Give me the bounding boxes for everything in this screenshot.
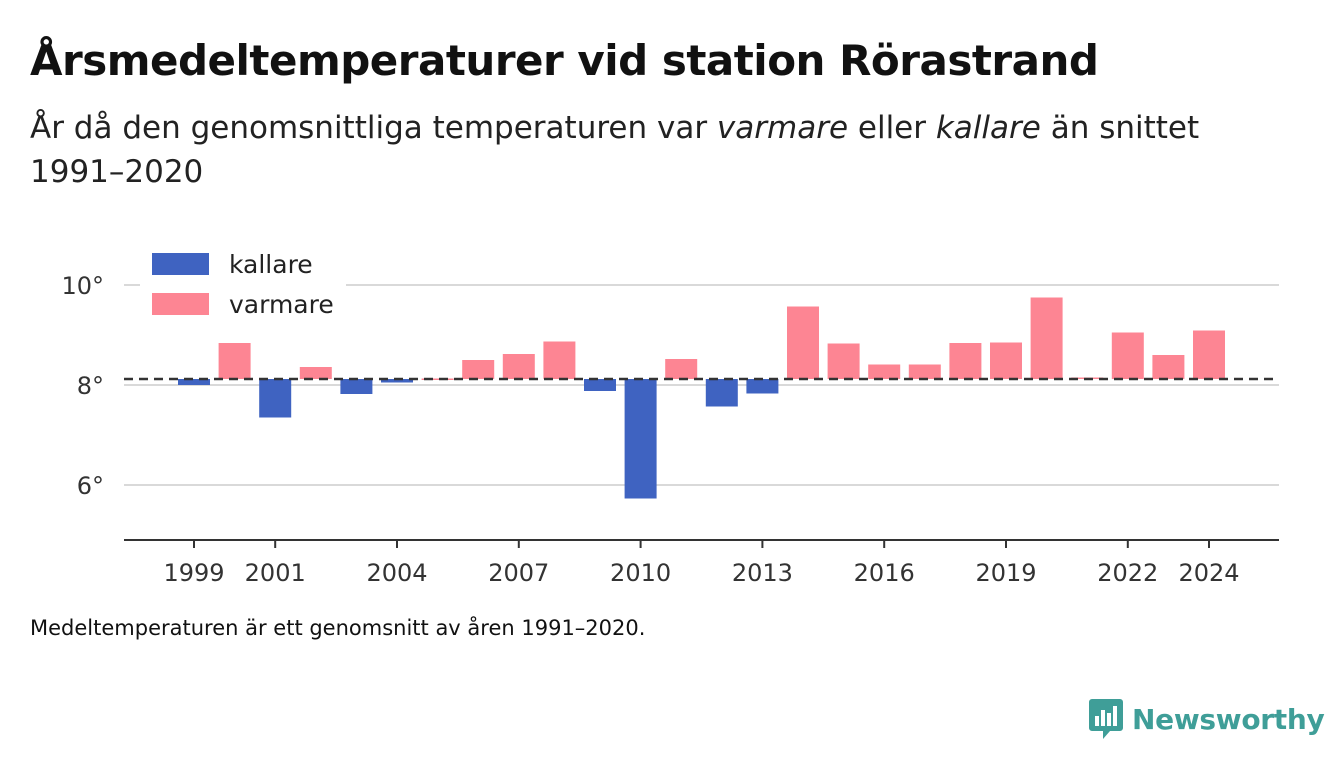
bar-2007 (502, 354, 535, 379)
bar-2005 (421, 378, 454, 380)
bar-2013 (746, 379, 779, 394)
bar-2020 (1030, 297, 1063, 379)
subtitle-part-3: än snittet 1991–2020 (30, 110, 1200, 190)
bar-2011 (665, 359, 698, 379)
x-tick-label: 2019 (975, 559, 1036, 587)
bar-2006 (462, 360, 495, 379)
bar-chart: 6° 8° 10° 1999 2001 2004 2007 2010 2013 2016 2019 2… (61, 250, 1279, 587)
bar-2000 (218, 343, 251, 379)
brand-name: Newsworthy (1132, 702, 1325, 736)
subtitle-part-2: eller (848, 110, 936, 146)
subtitle-part-1: År då den genomsnittliga temperaturen va… (30, 110, 717, 146)
y-tick-label: 10° (61, 272, 104, 300)
y-tick-label: 8° (77, 372, 104, 400)
bar-2016 (868, 364, 901, 379)
bar-2002 (299, 367, 332, 379)
bar-2010 (624, 379, 657, 499)
chart-subtitle: År då den genomsnittliga temperaturen va… (30, 106, 1270, 194)
legend-label-warmer: varmare (229, 290, 334, 319)
bar-2004 (381, 379, 413, 383)
x-tick-label: 2022 (1097, 559, 1158, 587)
legend-swatch-colder (152, 253, 209, 275)
bar-2024 (1193, 330, 1225, 379)
x-tick-label: 2016 (854, 559, 915, 587)
bar-2008 (543, 341, 576, 379)
newsworthy-logo-icon (1089, 699, 1123, 739)
bar-2001 (259, 379, 292, 418)
footnote: Medeltemperaturen är ett genomsnitt av å… (30, 616, 646, 640)
y-tick-label: 6° (77, 472, 104, 500)
bar-2019 (990, 342, 1022, 379)
bar-2022 (1111, 332, 1144, 379)
bar-2017 (908, 364, 941, 379)
subtitle-warm-word: varmare (716, 110, 849, 146)
bar-1999 (178, 379, 210, 385)
x-tick-label: 2007 (488, 559, 549, 587)
bar-2018 (949, 343, 982, 379)
brand-logo: Newsworthy (1088, 697, 1325, 741)
x-tick-label: 2010 (610, 559, 671, 587)
legend-swatch-warmer (152, 293, 209, 315)
x-tick-label: 1999 (163, 559, 224, 587)
bar-2009 (584, 379, 616, 391)
x-tick-label: 2001 (245, 559, 306, 587)
bar-2015 (827, 343, 860, 379)
bar-2012 (705, 379, 738, 407)
bar-2014 (787, 306, 819, 379)
legend-label-colder: kallare (229, 250, 313, 279)
x-tick-label: 2013 (732, 559, 793, 587)
bar-2023 (1152, 355, 1185, 379)
x-tick-label: 2024 (1178, 559, 1239, 587)
subtitle-cold-word: kallare (935, 110, 1041, 146)
x-tick-label: 2004 (366, 559, 427, 587)
bar-2003 (340, 379, 373, 394)
chart-title: Årsmedeltemperaturer vid station Rörastr… (30, 36, 1099, 85)
